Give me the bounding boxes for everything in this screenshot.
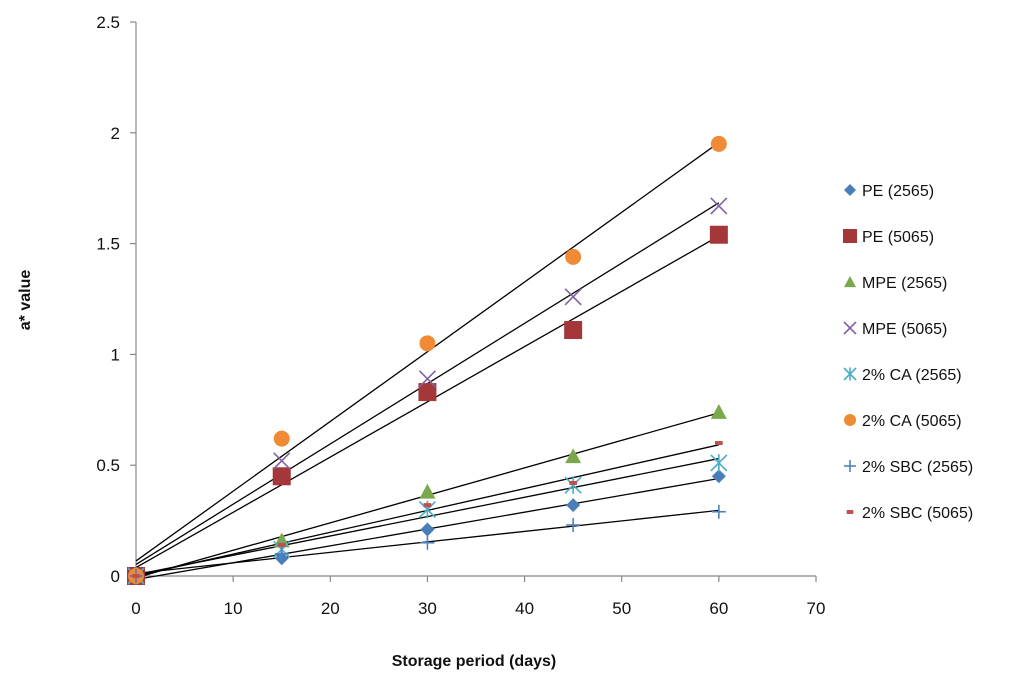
x-tick-label: 20 [321, 599, 340, 618]
legend-marker-pe-5065 [843, 229, 857, 243]
point-pe-5065 [272, 467, 291, 486]
legend-marker-2-ca-2565 [843, 367, 857, 381]
y-tick-label: 1 [111, 345, 120, 364]
point-mpe-5065 [273, 452, 291, 470]
point-2-sbc-2565 [420, 535, 435, 550]
point-2-ca-2565 [564, 476, 582, 494]
point-2-sbc-5065 [569, 480, 577, 485]
legend-marker-mpe-5065 [843, 321, 857, 335]
point-2-sbc-2565 [566, 518, 581, 533]
x-tick-label: 40 [515, 599, 534, 618]
point-pe-5065 [418, 383, 437, 402]
legend-marker-mpe-2565 [844, 276, 856, 288]
x-tick-label: 30 [418, 599, 437, 618]
point-mpe-2565 [710, 404, 727, 419]
legend-item-mpe-5065: MPE (5065) [843, 321, 947, 338]
x-tick-label: 0 [131, 599, 140, 618]
legend-item-2-sbc-5065: 2% SBC (5065) [846, 505, 973, 522]
point-pe-2565 [566, 498, 581, 513]
legend-label: 2% CA (5065) [862, 413, 962, 430]
point-2-ca-5065 [273, 430, 290, 447]
point-2-ca-5065 [565, 248, 582, 265]
legend: PE (2565) PE (5065) MPE (2565) MPE (5065) 2%… [843, 183, 973, 522]
y-tick-label: 2.5 [96, 13, 120, 32]
point-mpe-2565 [565, 448, 582, 464]
point-2-sbc-5065 [423, 503, 432, 508]
x-tick-label: 70 [807, 599, 826, 618]
point-pe-2565 [420, 522, 435, 537]
point-mpe-5065 [564, 288, 582, 306]
legend-label: MPE (2565) [862, 275, 947, 292]
point-mpe-2565 [273, 532, 290, 548]
legend-item-2-ca-2565: 2% CA (2565) [843, 367, 962, 384]
y-tick-label: 0 [111, 567, 120, 586]
point-pe-5065 [564, 321, 583, 340]
point-mpe-5065 [418, 370, 436, 388]
legend-marker-2-ca-5065 [844, 414, 856, 426]
legend-item-pe-2565: PE (2565) [844, 183, 934, 200]
legend-label: 2% SBC (2565) [862, 459, 973, 476]
x-tick-label: 60 [709, 599, 728, 618]
y-tick-label: 2 [111, 124, 120, 143]
legend-item-mpe-2565: MPE (2565) [844, 275, 947, 292]
point-mpe-2565 [419, 483, 436, 499]
legend-marker-pe-2565 [844, 184, 856, 196]
trendline-pe-5065 [135, 235, 720, 569]
point-2-sbc-5065 [132, 574, 140, 578]
legend-item-2-sbc-2565: 2% SBC (2565) [844, 459, 973, 476]
legend-marker-2-sbc-2565 [844, 460, 856, 472]
point-2-ca-2565 [710, 454, 728, 472]
point-2-sbc-5065 [277, 542, 286, 547]
y-tick-label: 0.5 [96, 456, 120, 475]
legend-label: MPE (5065) [862, 321, 947, 338]
tick-labels: 0 10 20 30 40 50 60 70 0 0.5 1 1.5 2 2.5 [96, 13, 825, 618]
legend-label: 2% SBC (5065) [862, 505, 973, 522]
data-points [127, 135, 728, 585]
legend-label: PE (5065) [862, 229, 934, 246]
point-pe-2565 [711, 469, 726, 484]
legend-marker-2-sbc-5065 [846, 510, 854, 514]
axes [130, 21, 817, 582]
legend-label: 2% CA (2565) [862, 367, 962, 384]
y-tick-label: 1.5 [96, 235, 120, 254]
legend-item-2-ca-5065: 2% CA (5065) [844, 413, 962, 430]
point-2-sbc-2565 [274, 546, 289, 561]
x-axis-title: Storage period (days) [392, 653, 556, 670]
legend-item-pe-5065: PE (5065) [843, 229, 934, 246]
x-tick-label: 50 [612, 599, 631, 618]
legend-label: PE (2565) [862, 183, 934, 200]
point-2-ca-5065 [419, 335, 436, 352]
point-2-ca-5065 [710, 135, 727, 152]
point-mpe-5065 [710, 197, 728, 215]
trendline-2-ca-5065 [135, 142, 720, 562]
point-2-sbc-5065 [715, 441, 723, 446]
x-tick-label: 10 [224, 599, 243, 618]
point-pe-5065 [709, 225, 728, 244]
point-2-sbc-2565 [711, 504, 726, 519]
y-axis-title: a* value [17, 270, 34, 331]
